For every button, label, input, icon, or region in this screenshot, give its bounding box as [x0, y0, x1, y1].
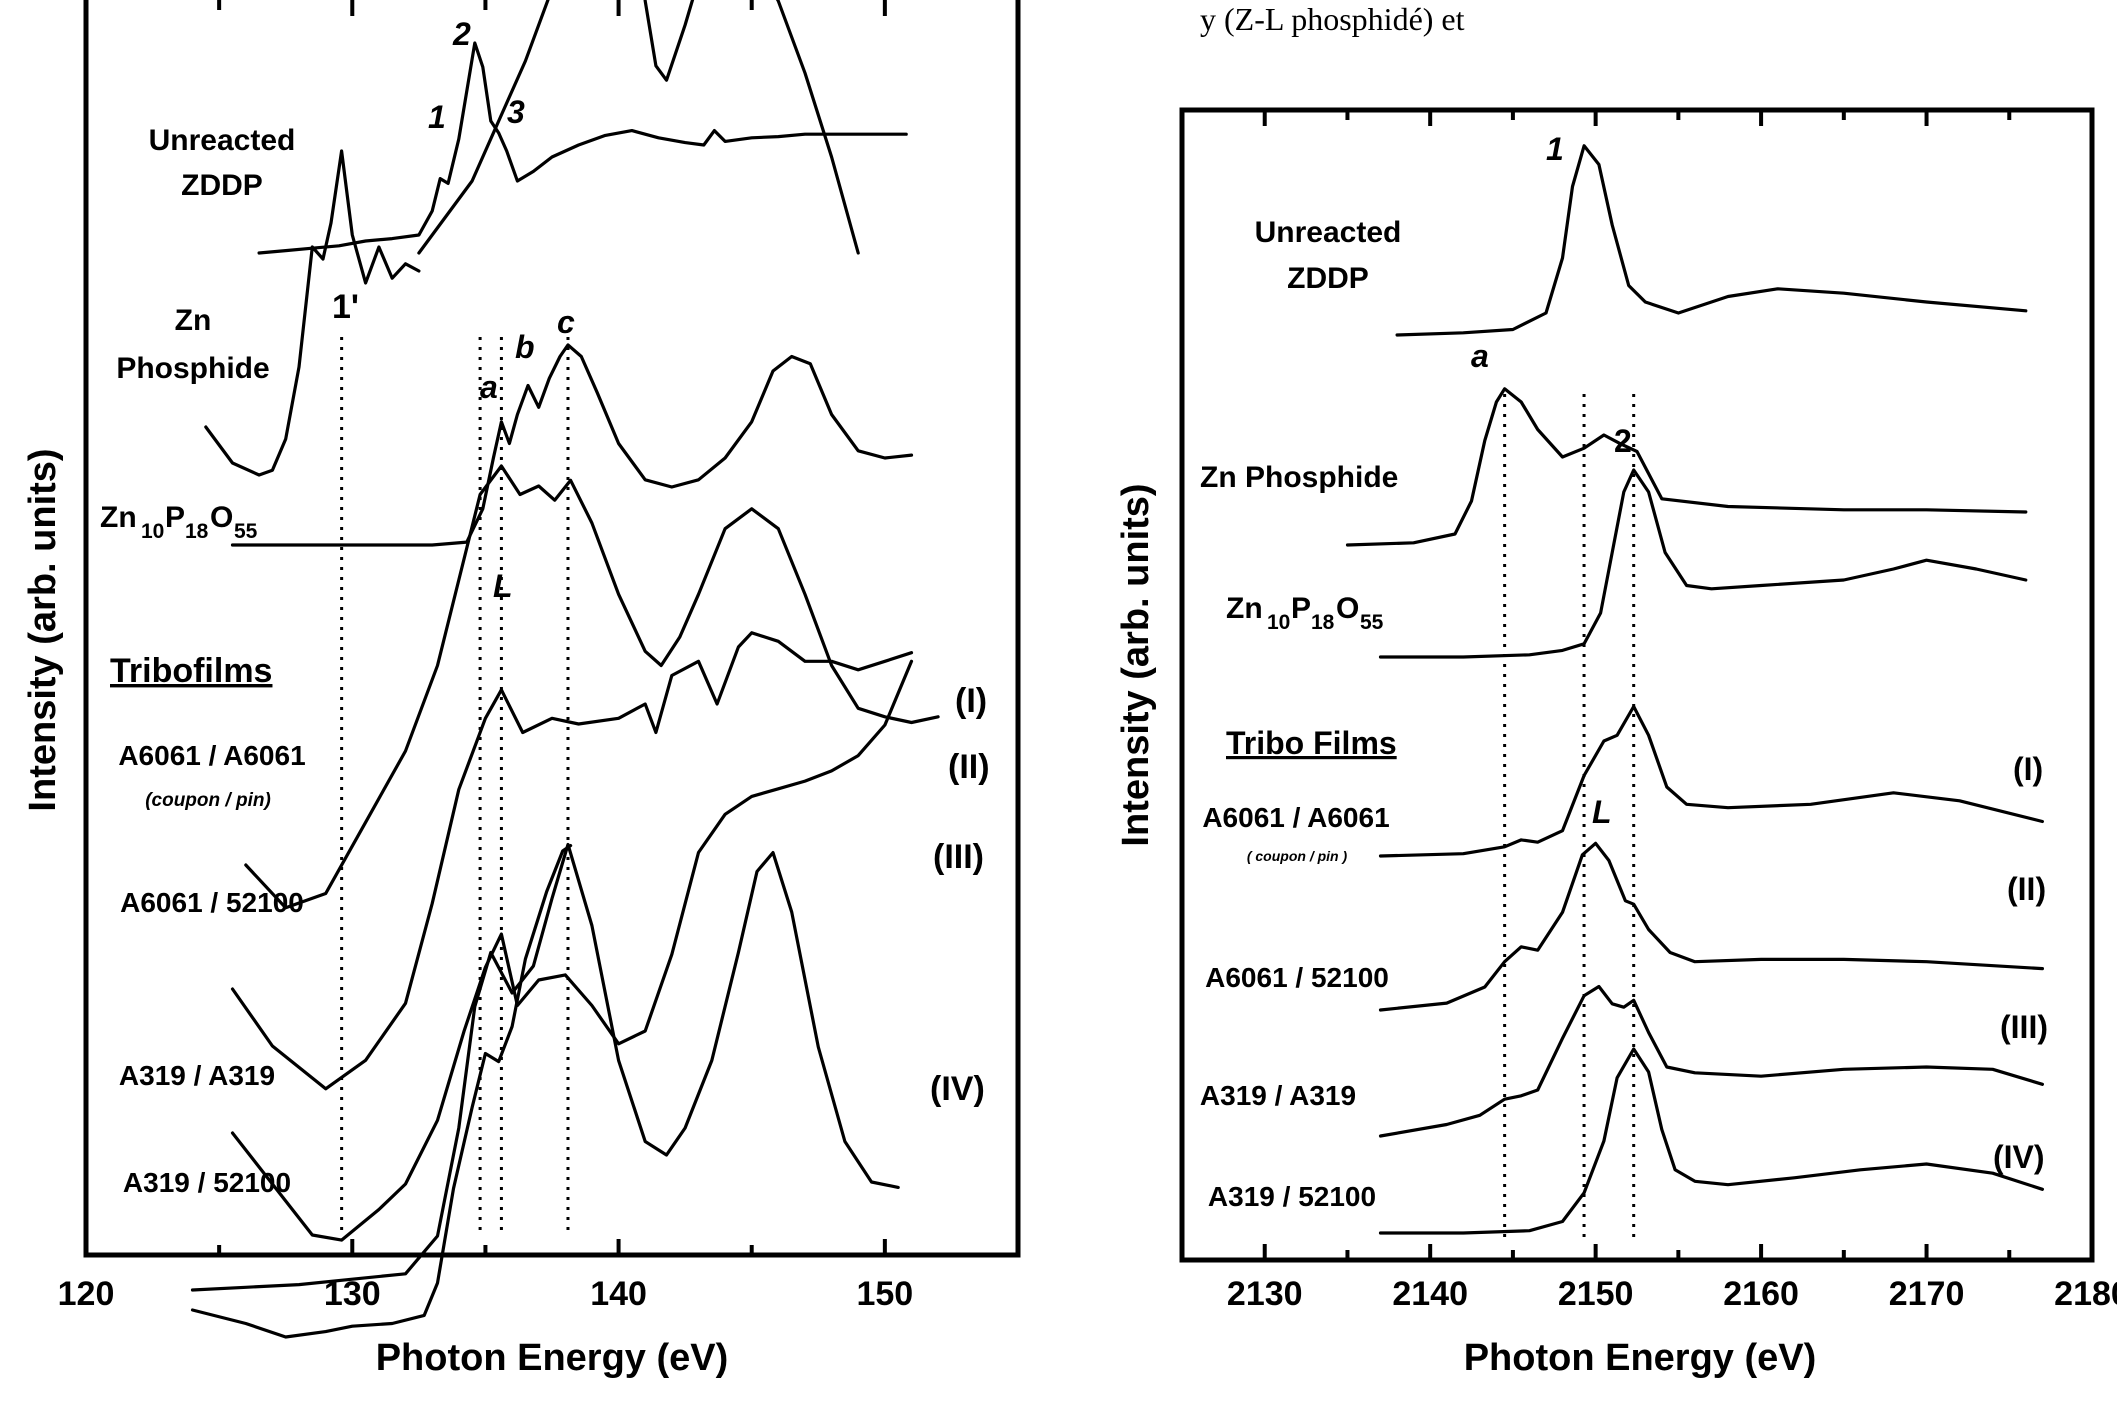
right-label-zddp: ZDDP [1287, 262, 1369, 295]
left-x-axis-title: Photon Energy (eV) [376, 1337, 729, 1379]
right-zn10-zn: Zn [1226, 592, 1263, 625]
right-curves [1345, 144, 2044, 1235]
left-tick-group: 120 130 140 150 [58, 0, 1020, 1313]
left-zn10-55: 55 [234, 520, 258, 543]
left-film4-label: A319 / 52100 [123, 1167, 291, 1198]
right-film3-label: A319 / A319 [1200, 1080, 1356, 1111]
left-peak-2: 2 [452, 16, 471, 52]
right-series-line [1378, 1047, 2044, 1235]
right-zn10-p: P [1291, 592, 1311, 625]
right-roman-3: (III) [2000, 1009, 2048, 1045]
right-plot-frame [1179, 107, 2095, 1263]
right-x-tick-label: 2150 [1558, 1275, 1634, 1313]
left-series-line [190, 844, 573, 1339]
right-label-zn10p18o55: Zn 10 P 18 O 55 [1226, 592, 1384, 634]
right-zn10-18: 18 [1311, 611, 1335, 634]
right-zn10-55: 55 [1360, 611, 1384, 634]
left-film2-label: A6061 / 52100 [120, 887, 304, 918]
left-curves [190, 0, 940, 1339]
left-chart: 120 130 140 150 Intensity (arb. units) Phot… [22, 0, 1021, 1379]
right-film4-label: A319 / 52100 [1208, 1181, 1376, 1212]
right-x-tick-label: 2130 [1227, 1275, 1303, 1313]
right-series-line [1345, 387, 2028, 547]
right-x-tick-label: 2180 [2054, 1275, 2117, 1313]
top-text-fragment: y (Z-L phosphidé) et [1200, 1, 1465, 37]
left-film1-sublabel: (coupon / pin) [145, 790, 271, 811]
right-zn10-o: O [1336, 592, 1359, 625]
left-label-phosphide: Phosphide [116, 352, 269, 385]
right-film1-label: A6061 / A6061 [1202, 802, 1389, 833]
left-series-line [417, 0, 860, 255]
left-tribofilms-heading: Tribofilms [110, 652, 272, 690]
left-label-zddp: ZDDP [181, 169, 263, 202]
right-roman-1: (I) [2013, 751, 2043, 787]
left-series-line [257, 41, 908, 255]
left-label-zn: Zn [175, 304, 212, 337]
left-series-line [230, 631, 914, 1091]
right-series-line [1378, 841, 2044, 1012]
left-series-line [204, 149, 421, 477]
right-tick-group: 2130 2140 2150 2160 2170 2180 [1180, 110, 2117, 1313]
left-series-line [244, 464, 940, 910]
left-peak-3: 3 [507, 94, 525, 130]
right-peak-a: a [1471, 338, 1489, 374]
left-zn10-p: P [165, 501, 185, 534]
right-x-tick-label: 2160 [1723, 1275, 1799, 1313]
left-peak-L: L [493, 568, 513, 604]
right-label-unreacted: Unreacted [1255, 216, 1402, 249]
right-peak-2: 2 [1614, 423, 1632, 459]
right-roman-2: (II) [2007, 871, 2046, 907]
right-series-line [1378, 704, 2044, 858]
right-y-axis-title: Intensity (arb. units) [1115, 483, 1157, 846]
left-zn10-18: 18 [185, 520, 209, 543]
right-zn10-10: 10 [1267, 611, 1290, 634]
left-plot-frame [83, 0, 1021, 1258]
right-guide-lines [1503, 390, 1636, 1237]
right-film2-label: A6061 / 52100 [1205, 962, 1389, 993]
right-film1-sublabel: ( coupon / pin ) [1247, 848, 1348, 864]
right-x-tick-label: 2170 [1889, 1275, 1965, 1313]
left-peak-1: 1 [428, 99, 446, 135]
left-series-line [230, 659, 914, 1242]
left-roman-3: (III) [933, 838, 984, 876]
left-roman-1: (I) [955, 682, 987, 720]
left-y-axis-title: Intensity (arb. units) [22, 448, 64, 811]
left-peak-c: c [557, 304, 575, 340]
left-film1-label: A6061 / A6061 [118, 740, 305, 771]
right-series-line [1378, 984, 2044, 1138]
left-x-tick-label: 120 [58, 1275, 115, 1313]
left-peak-a: a [480, 369, 498, 405]
right-x-axis-title: Photon Energy (eV) [1464, 1337, 1817, 1379]
right-chart: 2130 2140 2150 2160 2170 2180 Intensity (arb.… [1115, 107, 2117, 1379]
right-label-zn-phosphide: Zn Phosphide [1200, 461, 1398, 494]
left-roman-4: (IV) [930, 1070, 985, 1108]
left-x-tick-label: 150 [856, 1275, 913, 1313]
left-zn10-10: 10 [141, 520, 164, 543]
left-label-zn10p18o55: Zn 10 P 18 O 55 [100, 501, 258, 543]
left-x-tick-label: 140 [590, 1275, 647, 1313]
left-peak-b: b [515, 329, 535, 365]
right-series-line [1395, 144, 2028, 337]
left-peak-1prime: 1' [332, 288, 359, 326]
left-label-unreacted: Unreacted [149, 124, 296, 157]
left-roman-2: (II) [948, 748, 990, 786]
right-peak-L: L [1592, 794, 1612, 830]
right-tribofilms-heading: Tribo Films [1226, 725, 1397, 761]
left-series-line [190, 842, 900, 1292]
right-peak-1: 1 [1546, 131, 1564, 167]
right-x-tick-label: 2140 [1392, 1275, 1468, 1313]
left-film3-label: A319 / A319 [119, 1060, 275, 1091]
left-zn10-o: O [210, 501, 233, 534]
left-zn10-zn: Zn [100, 501, 137, 534]
right-roman-4: (IV) [1993, 1139, 2045, 1175]
right-series-line [1378, 468, 2028, 659]
